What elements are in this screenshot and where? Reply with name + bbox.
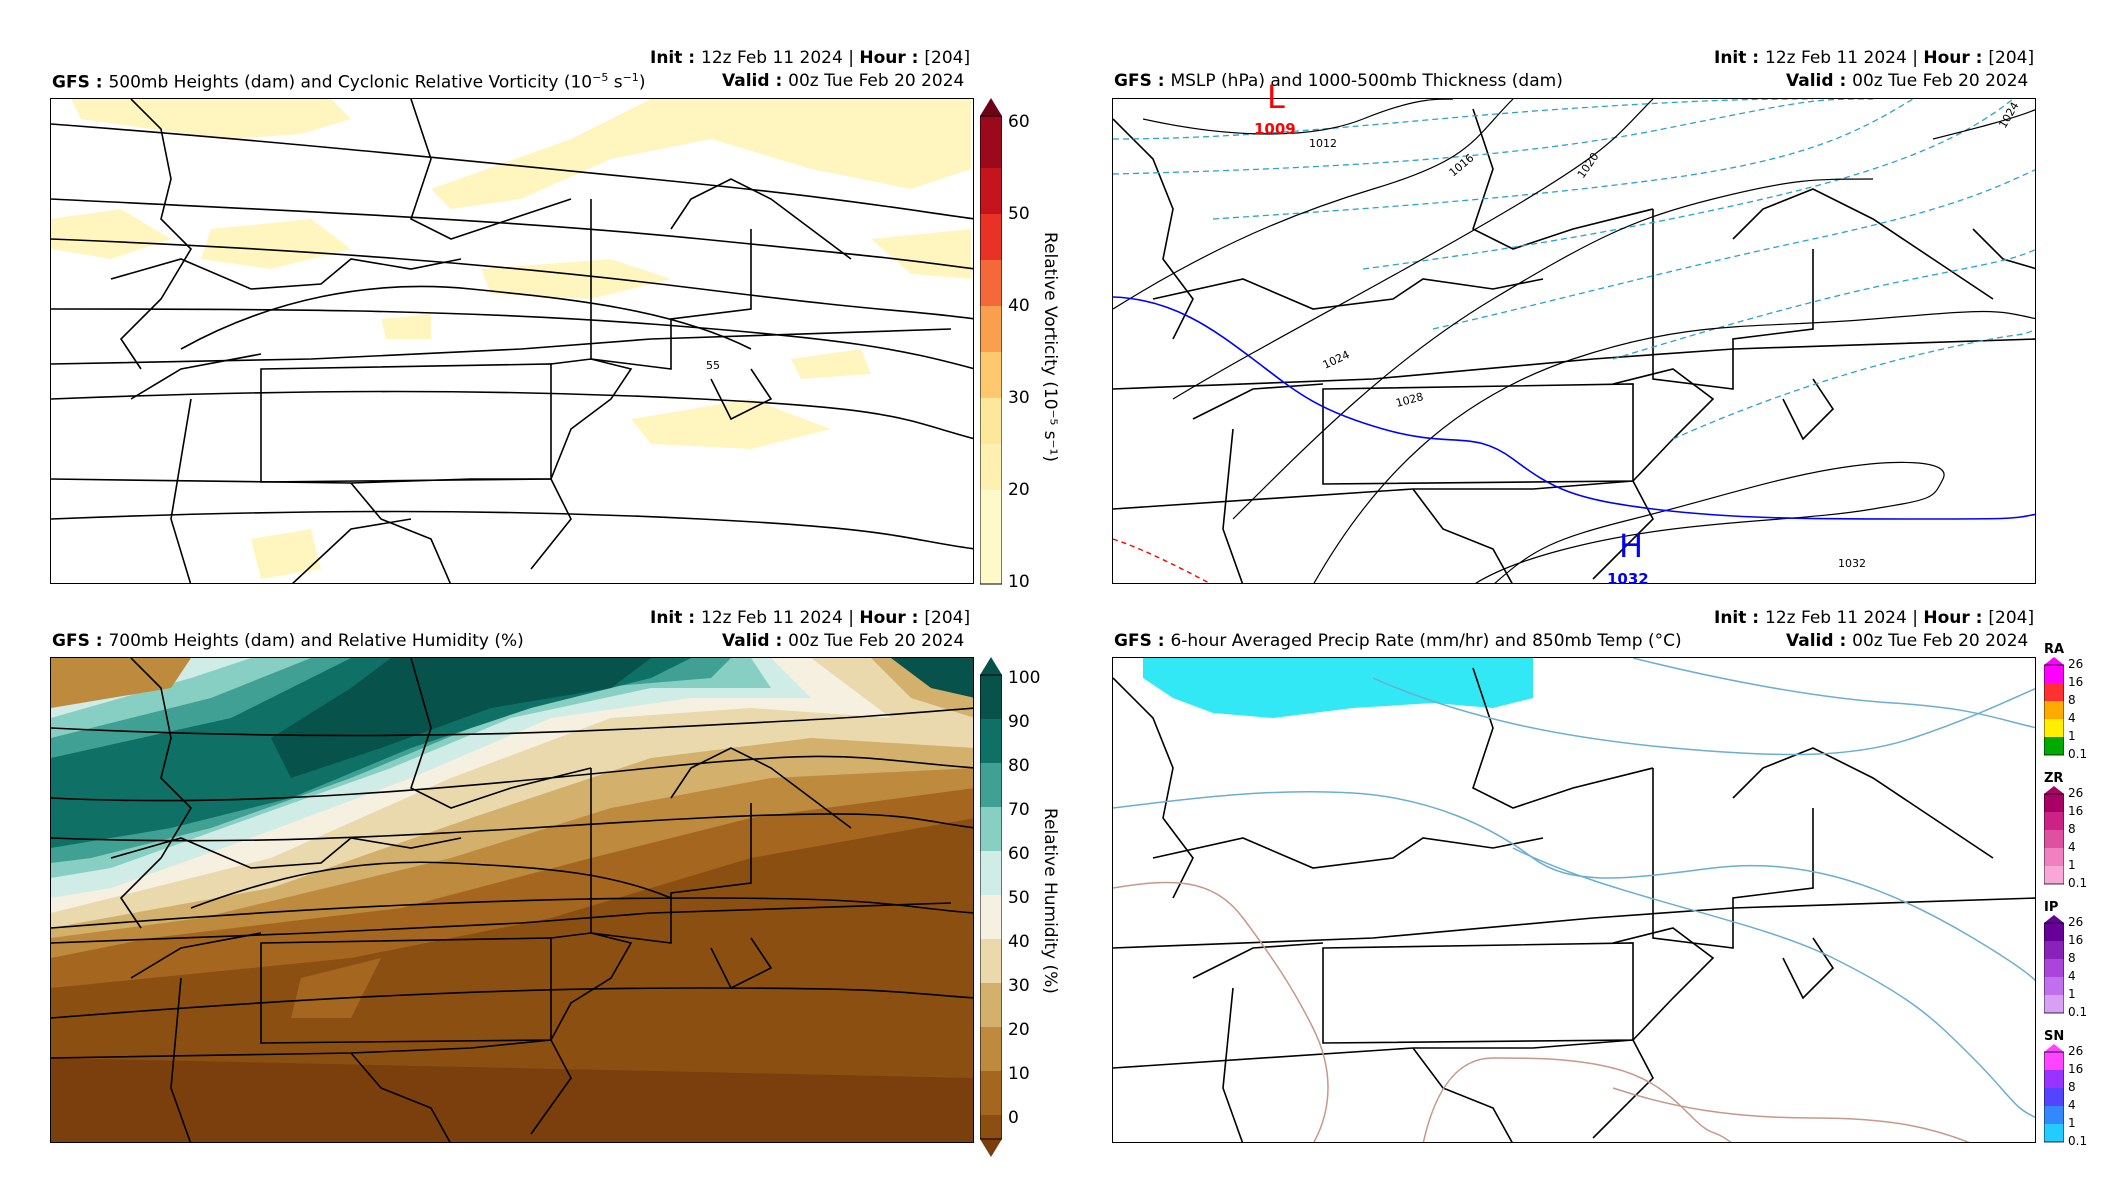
cbar-tick: 100 bbox=[1008, 668, 1041, 688]
panel-title: GFS : 700mb Heights (dam) and Relative H… bbox=[52, 631, 524, 651]
valid-line: Valid : 00z Tue Feb 20 2024 bbox=[1786, 71, 2029, 91]
cbar-tick: 0 bbox=[1008, 1108, 1019, 1128]
cbar-tick: 10 bbox=[1008, 1064, 1030, 1084]
init-line: Init : 12z Feb 11 2024 | Hour : [204] bbox=[1714, 48, 2035, 68]
cbar-tick: 40 bbox=[1008, 932, 1030, 952]
map-area bbox=[1112, 657, 2036, 1143]
cbar-tick: 20 bbox=[1008, 1020, 1030, 1040]
state-borders bbox=[51, 658, 952, 1142]
cbar-tick: 80 bbox=[1008, 756, 1030, 776]
panel-title: GFS : 6-hour Averaged Precip Rate (mm/hr… bbox=[1114, 631, 1682, 651]
temp-cold-contours bbox=[1113, 658, 2035, 1118]
low-pressure-value: 1009 bbox=[1254, 120, 1296, 138]
svg-text:1016: 1016 bbox=[1447, 151, 1477, 179]
panel-title: GFS : 500mb Heights (dam) and Cyclonic R… bbox=[52, 71, 646, 93]
cbar-tick: 50 bbox=[1008, 888, 1030, 908]
state-borders bbox=[1113, 108, 2035, 583]
isobar-high-line bbox=[1113, 296, 2035, 520]
svg-text:1028: 1028 bbox=[1394, 390, 1424, 410]
cbar-label: Relative Humidity (%) bbox=[1040, 808, 1060, 994]
cbar-tick: 40 bbox=[1008, 296, 1030, 316]
high-pressure-marker: H bbox=[1619, 527, 1644, 565]
cbar-tick: 30 bbox=[1008, 976, 1030, 996]
map-area bbox=[50, 657, 974, 1143]
cbar-tick: 70 bbox=[1008, 800, 1030, 820]
state-borders bbox=[51, 99, 952, 583]
state-borders bbox=[1113, 667, 2035, 1142]
svg-text:1032: 1032 bbox=[1838, 557, 1866, 570]
map-area: 1012 1016 1020 1024 1028 1032 1024 bbox=[1112, 98, 2036, 584]
isobars bbox=[1113, 99, 2035, 583]
cbar-tick: 30 bbox=[1008, 388, 1030, 408]
low-pressure-marker: L bbox=[1267, 78, 1285, 116]
high-pressure-value: 1032 bbox=[1607, 570, 1649, 588]
valid-line: Valid : 00z Tue Feb 20 2024 bbox=[1786, 631, 2029, 651]
panel-title: GFS : MSLP (hPa) and 1000-500mb Thicknes… bbox=[1114, 71, 1563, 91]
cbar-tick: 50 bbox=[1008, 204, 1030, 224]
thickness-cold bbox=[1113, 99, 2035, 440]
svg-text:1024: 1024 bbox=[1321, 348, 1352, 372]
snow-shading bbox=[1143, 658, 1533, 718]
vorticity-shading bbox=[51, 99, 971, 579]
valid-line: Valid : 00z Tue Feb 20 2024 bbox=[722, 71, 965, 91]
cbar-tick: 60 bbox=[1008, 844, 1030, 864]
valid-line: Valid : 00z Tue Feb 20 2024 bbox=[722, 631, 965, 651]
init-line: Init : 12z Feb 11 2024 | Hour : [204] bbox=[1714, 608, 2035, 628]
svg-text:1012: 1012 bbox=[1309, 137, 1337, 150]
cbar-tick: 60 bbox=[1008, 112, 1030, 132]
isobar-low-line bbox=[1113, 538, 1211, 583]
init-line: Init : 12z Feb 11 2024 | Hour : [204] bbox=[650, 608, 971, 628]
cbar-tick: 20 bbox=[1008, 480, 1030, 500]
map-area: 55 bbox=[50, 98, 974, 584]
height-contours bbox=[51, 123, 973, 550]
cbar-label: Relative Vorticity (10⁻⁵ s⁻¹) bbox=[1040, 232, 1060, 462]
svg-text:1024: 1024 bbox=[1996, 100, 2021, 131]
temp-warm-contours bbox=[1113, 881, 1970, 1142]
cbar-tick: 10 bbox=[1008, 572, 1030, 592]
height-contours bbox=[51, 707, 973, 1019]
contour-label: 55 bbox=[706, 359, 720, 372]
init-line: Init : 12z Feb 11 2024 | Hour : [204] bbox=[650, 48, 971, 68]
cbar-tick: 90 bbox=[1008, 712, 1030, 732]
